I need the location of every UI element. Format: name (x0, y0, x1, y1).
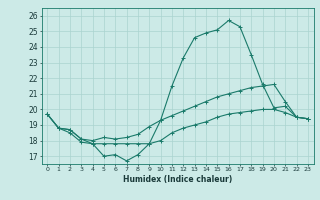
X-axis label: Humidex (Indice chaleur): Humidex (Indice chaleur) (123, 175, 232, 184)
